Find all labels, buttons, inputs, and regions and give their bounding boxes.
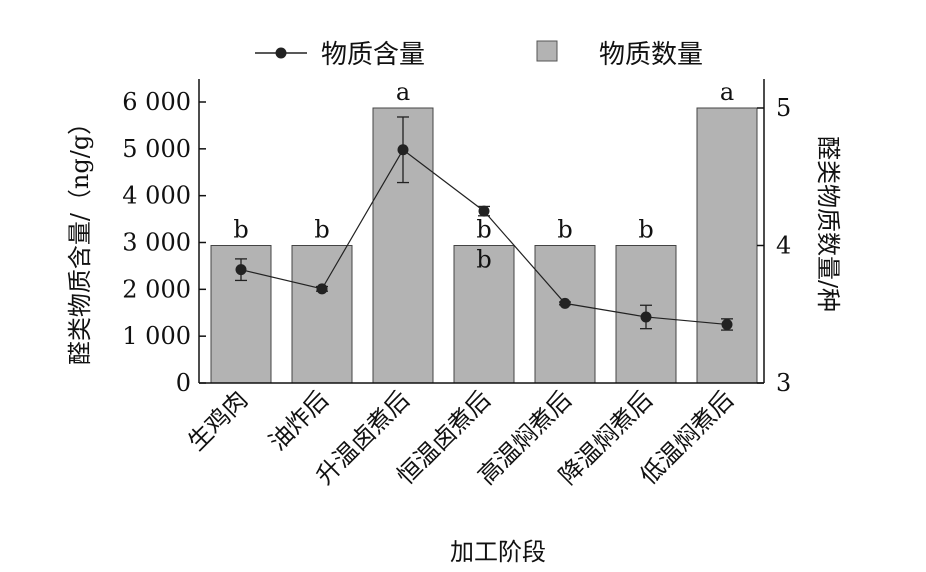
y-tick-label-left: 3 000: [122, 229, 191, 257]
data-point: [397, 144, 409, 156]
y-tick-label-left: 1 000: [122, 322, 191, 350]
significance-label: a: [396, 78, 410, 106]
y-axis-left-label: 醛类物质含量/（ng/g）: [66, 111, 94, 365]
significance-label: b: [638, 216, 653, 244]
data-point: [316, 283, 328, 295]
significance-label: b: [476, 216, 491, 244]
legend-line-marker: [275, 47, 287, 59]
x-axis-label: 加工阶段: [450, 538, 546, 566]
significance-label-inner: b: [476, 246, 491, 274]
data-point: [559, 297, 571, 309]
legend-bar-swatch: [536, 40, 558, 62]
significance-label: a: [720, 78, 734, 106]
bar: [291, 245, 353, 384]
significance-label: b: [557, 216, 572, 244]
x-tick-label: 油炸后: [264, 385, 335, 456]
y-tick-label-left: 4 000: [122, 182, 191, 210]
y-tick-label-left: 2 000: [122, 275, 191, 303]
data-point: [721, 318, 733, 330]
y-tick-label-right: 3: [776, 369, 791, 397]
data-point: [640, 311, 652, 323]
y-tick-label-left: 6 000: [122, 88, 191, 116]
y-tick-label-right: 5: [776, 94, 791, 122]
y-tick-label-right: 4: [776, 232, 791, 260]
significance-label: b: [314, 216, 329, 244]
y-tick-label-left: 0: [176, 369, 191, 397]
data-point: [478, 205, 490, 217]
y-axis-right-label: 醛类物质数量/种: [814, 136, 842, 312]
data-point: [235, 264, 247, 276]
legend-line-label: 物质含量: [321, 40, 425, 70]
legend-bar-label: 物质数量: [599, 40, 703, 70]
significance-label: b: [233, 216, 248, 244]
x-tick-label: 生鸡肉: [183, 385, 254, 456]
bar: [696, 107, 758, 384]
bar: [534, 245, 596, 384]
y-tick-label-left: 5 000: [122, 135, 191, 163]
legend: 物质含量 物质数量: [255, 40, 703, 70]
